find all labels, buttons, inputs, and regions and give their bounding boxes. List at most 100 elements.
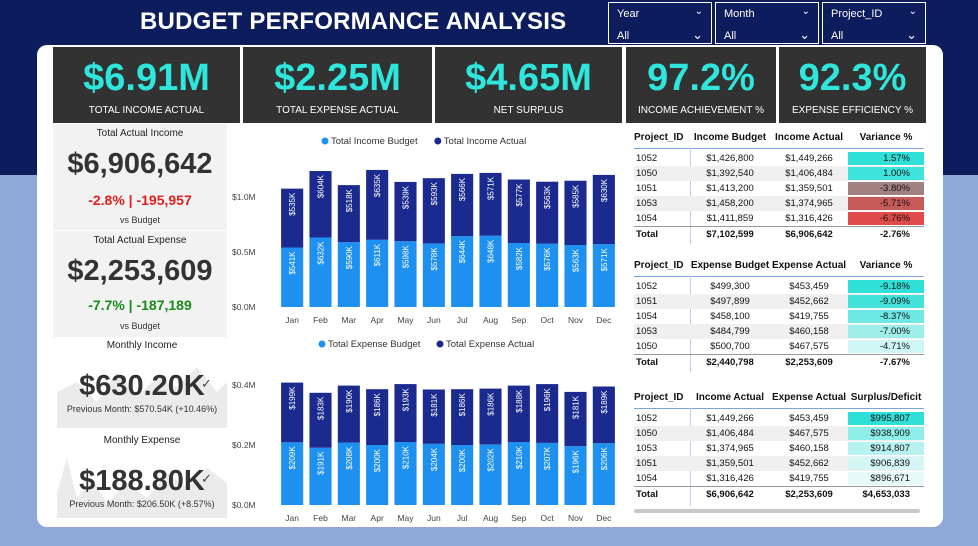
table-row[interactable]: 1054 $1,411,859 $1,316,426 -6.76% (634, 211, 924, 226)
kpi-expense-efficiency: 92.3% EXPENSE EFFICIENCY % (779, 47, 926, 123)
column-header[interactable]: Income Actual (775, 132, 843, 143)
table-row[interactable]: 1052 $499,300 $453,459 -9.18% (634, 279, 924, 294)
kpi-value: 92.3% (798, 57, 907, 99)
total-divider (634, 486, 924, 487)
table-row[interactable]: 1050 $500,700 $467,575 -4.71% (634, 339, 924, 354)
data-label: $563K (572, 248, 581, 272)
chevron-down-icon[interactable]: ⌄ (799, 27, 810, 42)
bar-budget (507, 442, 530, 505)
bar-actual (281, 382, 304, 443)
card-value: $188.80K (79, 465, 205, 497)
table-cell: 1052 (636, 413, 658, 424)
horizontal-scrollbar[interactable] (634, 509, 920, 513)
surplus-deficit-table[interactable]: Project_ID Income Actual Expense Actual Sur… (634, 386, 924, 506)
card-title: Monthly Expense (103, 435, 181, 446)
column-header[interactable]: Project_ID (634, 260, 684, 271)
table-row[interactable]: 1051 $497,899 $452,662 -9.09% (634, 294, 924, 309)
table-cell: $914,807 (848, 442, 924, 455)
data-label: $188K (515, 389, 524, 413)
legend-marker (321, 137, 329, 145)
table-cell: Total (636, 229, 658, 240)
table-row[interactable]: 1053 $484,799 $460,158 -7.00% (634, 324, 924, 339)
data-label: $208K (345, 446, 354, 470)
data-label: $598K (402, 245, 411, 269)
table-cell: $1,426,800 (706, 153, 754, 164)
total-actual-expense-card: Total Actual Expense $2,253,609 -7.7% | … (53, 231, 227, 337)
column-header[interactable]: Variance % (859, 132, 913, 143)
y-tick-label: $0.0M (232, 302, 256, 312)
column-header[interactable]: Expense Budget (690, 260, 770, 271)
table-row[interactable]: 1052 $1,449,266 $453,459 $995,807 (634, 411, 924, 426)
bar-budget (451, 236, 474, 307)
bar-actual (507, 179, 530, 243)
x-tick-label: Dec (596, 315, 612, 325)
monthly-income-card: Monthly Income $630.20K ✓ Previous Month… (57, 338, 227, 438)
chevron-down-icon[interactable]: ⌄ (801, 6, 810, 17)
column-header[interactable]: Income Budget (693, 132, 767, 143)
column-header[interactable]: Income Actual (696, 392, 764, 403)
table-row[interactable]: 1050 $1,406,484 $467,575 $938,909 (634, 426, 924, 441)
column-header[interactable]: Expense Actual (771, 260, 847, 271)
month-slicer[interactable]: Month ⌄ All ⌄ (715, 2, 819, 44)
table-cell: $2,253,609 (785, 357, 833, 368)
chevron-down-icon[interactable]: ⌄ (906, 27, 917, 42)
data-label: $181K (572, 395, 581, 419)
table-row[interactable]: 1051 $1,359,501 $452,662 $906,839 (634, 456, 924, 471)
year-slicer[interactable]: Year ⌄ All ⌄ (608, 2, 712, 44)
check-icon: ✓ (201, 471, 212, 486)
x-tick-label: Sep (511, 315, 526, 325)
table-cell: 1054 (636, 311, 658, 322)
data-label: $632K (317, 241, 326, 265)
kpi-income-achievement: 97.2% INCOME ACHIEVEMENT % (626, 47, 776, 123)
table-total-row: Total $7,102,599 $6,906,642 -2.76% (634, 227, 924, 242)
data-label: $604K (317, 174, 326, 198)
data-label: $193K (402, 387, 411, 411)
table-row[interactable]: 1050 $1,392,540 $1,406,484 1.00% (634, 166, 924, 181)
bar-actual (451, 173, 474, 237)
slicer-value[interactable]: All (831, 30, 844, 42)
slicer-value[interactable]: All (617, 30, 630, 42)
x-tick-label: Dec (596, 513, 612, 523)
column-header[interactable]: Variance % (859, 260, 913, 271)
total-divider (634, 354, 924, 355)
card-title: Monthly Income (106, 340, 178, 351)
chevron-down-icon[interactable]: ⌄ (694, 6, 703, 17)
table-cell: 1052 (636, 153, 658, 164)
table-cell: $896,671 (848, 472, 924, 485)
table-row[interactable]: 1053 $1,458,200 $1,374,965 -5.71% (634, 196, 924, 211)
data-label: $186K (458, 393, 467, 417)
table-row[interactable]: 1052 $1,426,800 $1,449,266 1.57% (634, 151, 924, 166)
table-cell: Total (636, 357, 658, 368)
x-tick-label: Aug (483, 315, 498, 325)
column-header[interactable]: Project_ID (634, 132, 684, 143)
table-row[interactable]: 1054 $458,100 $419,755 -8.37% (634, 309, 924, 324)
column-header[interactable]: Project_ID (634, 392, 684, 403)
card-change: -7.7% | -187,189 (88, 297, 192, 313)
table-row[interactable]: 1051 $1,413,200 $1,359,501 -3.80% (634, 181, 924, 196)
table-cell: $499,300 (710, 281, 750, 292)
bar-actual (451, 389, 474, 445)
table-cell: -9.09% (848, 295, 924, 308)
table-cell: 1053 (636, 326, 658, 337)
kpi-total-expense: $2.25M TOTAL EXPENSE ACTUAL (243, 47, 432, 123)
table-row[interactable]: 1053 $1,374,965 $460,158 $914,807 (634, 441, 924, 456)
project-id-slicer[interactable]: Project_ID ⌄ All ⌄ (822, 2, 926, 44)
data-label: $189K (600, 390, 609, 414)
slicer-value[interactable]: All (724, 30, 737, 42)
table-cell: $1,316,426 (706, 473, 754, 484)
table-cell: -2.76% (879, 229, 910, 240)
column-header[interactable]: Surplus/Deficit (850, 392, 922, 403)
table-header: Project_ID Income Actual Expense Actual Sur… (634, 390, 924, 405)
chevron-down-icon[interactable]: ⌄ (692, 27, 703, 42)
table-cell: Total (636, 489, 658, 500)
x-tick-label: Sep (511, 513, 526, 523)
data-label: $571K (600, 248, 609, 272)
column-header[interactable]: Expense Actual (771, 392, 847, 403)
bar-budget (422, 243, 445, 307)
table-row[interactable]: 1054 $1,316,426 $419,755 $896,671 (634, 471, 924, 486)
expense-variance-table: Project_ID Expense Budget Expense Actual Va… (634, 254, 924, 372)
card-change: -2.8% | -195,957 (88, 192, 192, 208)
chevron-down-icon[interactable]: ⌄ (908, 6, 917, 17)
table-cell: $1,374,965 (785, 198, 833, 209)
data-label: $206K (600, 447, 609, 471)
